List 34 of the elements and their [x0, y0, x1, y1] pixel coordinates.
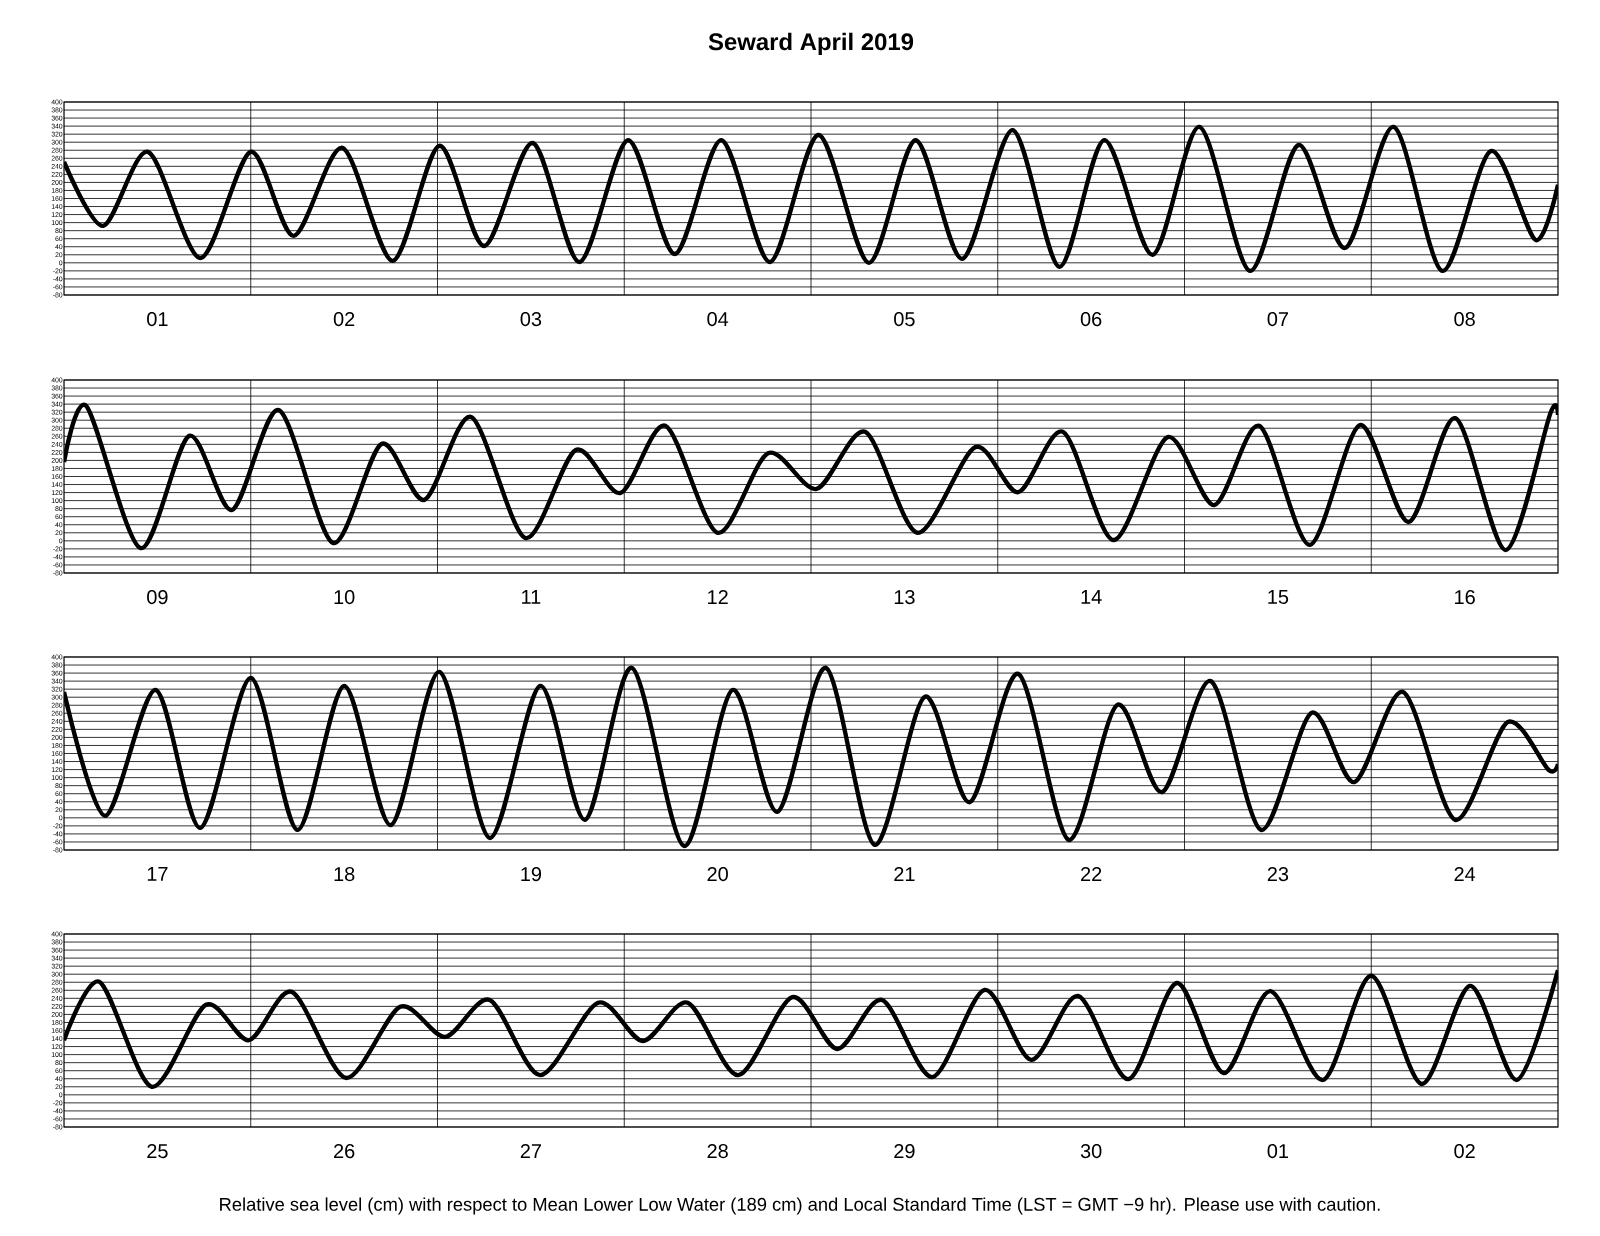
x-tick-label: 18	[334, 867, 355, 882]
x-tick-label: 15	[1268, 590, 1289, 604]
x-tick-label: 02	[1454, 1144, 1475, 1159]
x-tick-label: 17	[147, 867, 168, 881]
x-tick-label: 29	[894, 1144, 915, 1159]
x-tick-label: 24	[1454, 867, 1476, 881]
x-tick-label: 14	[1081, 590, 1102, 604]
x-tick-label: 02	[333, 312, 355, 327]
x-tick-label: 26	[334, 1144, 355, 1159]
x-tick-label: 06	[1080, 312, 1102, 327]
x-tick-label: 23	[1267, 867, 1289, 882]
x-tick-label: 28	[707, 1144, 728, 1159]
x-tick-label: 21	[894, 867, 915, 881]
x-tick-label: 03	[520, 312, 542, 327]
x-tick-label: 09	[147, 590, 168, 605]
x-tick-label: 04	[707, 312, 729, 327]
x-tick-label: 16	[1455, 590, 1475, 605]
x-tick-label: 10	[334, 590, 355, 605]
x-tick-label: 05	[894, 312, 915, 327]
x-tick-label: 19	[521, 867, 542, 882]
x-tick-label: 13	[894, 590, 915, 605]
x-tick-label: 07	[1267, 312, 1288, 327]
text: Relative sea level (cm) with respect to Mean Lower Low Water (189 cm) and Local Standard Time (LST = GMT −9 hr). Please use with caution.	[220, 1197, 1380, 1215]
chart-title: Seward April 2019	[708, 32, 914, 55]
x-tick-label: 12	[708, 590, 728, 604]
x-tick-label: 25	[147, 1144, 168, 1159]
x-tick-label: 01	[147, 312, 168, 327]
x-tick-label: 20	[707, 867, 728, 882]
x-tick-label: 08	[1454, 312, 1475, 327]
x-tick-label: 01	[1267, 1144, 1288, 1159]
x-tick-label: 11	[522, 590, 541, 604]
x-tick-label: 22	[1081, 867, 1102, 881]
x-tick-label: 30	[1080, 1144, 1102, 1159]
x-tick-label: 27	[520, 1144, 541, 1158]
